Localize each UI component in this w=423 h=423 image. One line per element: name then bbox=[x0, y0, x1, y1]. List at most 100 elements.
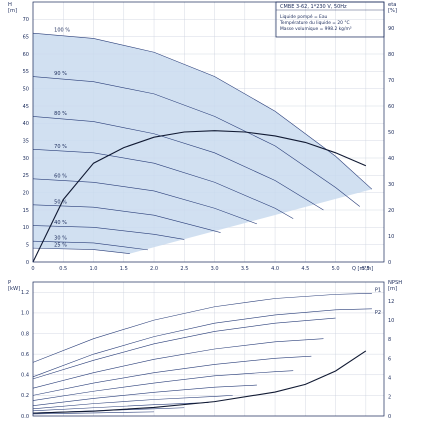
npsh-y-tick-label: 12 bbox=[388, 299, 394, 305]
head-y-axis-label: H bbox=[8, 2, 12, 8]
qh-curve-100pct bbox=[32, 32, 373, 190]
head-y-tick-label: 25 bbox=[23, 173, 29, 179]
qh-curve-label: 60 % bbox=[54, 173, 67, 179]
head-x-tick-label: 5.0 bbox=[332, 266, 340, 272]
qh-curve-80pct bbox=[32, 116, 324, 211]
npsh-axis-label: NPSH bbox=[388, 280, 402, 286]
power-curve-p1 bbox=[32, 293, 372, 363]
npsh-y-tick-label: 4 bbox=[388, 376, 391, 382]
qh-curve-40pct bbox=[32, 225, 185, 240]
head-y-tick-label: 20 bbox=[23, 190, 29, 196]
power-y-tick-label: 0.2 bbox=[21, 393, 29, 399]
head-y2-tick-label: 20 bbox=[388, 208, 394, 214]
qh-curve-90pct bbox=[32, 76, 360, 207]
efficiency-axis-unit: [%] bbox=[388, 8, 397, 14]
head-y-tick-label: 30 bbox=[23, 156, 29, 162]
qh-curve-label: 80 % bbox=[54, 111, 67, 117]
power-curve-p2 bbox=[32, 308, 372, 378]
annotation-density: Masse volumique = 998.2 kg/m³ bbox=[280, 26, 352, 32]
head-y-tick-label: 40 bbox=[23, 121, 29, 127]
qh-curve-label: 30 % bbox=[54, 236, 67, 242]
head-x-tick-label: 3.5 bbox=[241, 266, 249, 272]
npsh-y-tick-label: 0 bbox=[388, 414, 391, 420]
head-plot-frame bbox=[32, 1, 385, 263]
head-x-tick-label: 1.5 bbox=[120, 266, 128, 272]
power-plot-frame bbox=[32, 281, 385, 417]
head-x-tick-label: 3.0 bbox=[211, 266, 219, 272]
head-x-tick-label: 1.0 bbox=[90, 266, 98, 272]
qh-curve-70pct bbox=[32, 149, 294, 219]
head-y-tick-label: 50 bbox=[23, 86, 29, 92]
head-y-tick-label: 55 bbox=[23, 69, 29, 75]
power-curve bbox=[32, 402, 209, 412]
head-y-tick-label: 70 bbox=[23, 17, 29, 23]
operating-area bbox=[33, 33, 372, 254]
head-y2-tick-label: 40 bbox=[388, 156, 394, 162]
head-y2-tick-label: 10 bbox=[388, 234, 394, 240]
power-curve bbox=[32, 338, 324, 389]
head-x-tick-label: 0 bbox=[31, 266, 34, 272]
qh-curve-30pct bbox=[32, 240, 149, 251]
power-curve bbox=[32, 355, 312, 396]
power-curve bbox=[32, 384, 257, 406]
qh-curve-50pct bbox=[32, 204, 221, 233]
power-curve bbox=[32, 411, 155, 415]
npsh-y-tick-label: 6 bbox=[388, 356, 391, 362]
power-curve-label: P2 bbox=[375, 310, 381, 316]
head-y2-tick-label: 70 bbox=[388, 78, 394, 84]
npsh-y-tick-label: 8 bbox=[388, 337, 391, 343]
head-y2-tick-label: 50 bbox=[388, 130, 394, 136]
qh-curve-label: 70 % bbox=[54, 144, 67, 150]
flow-axis-label: Q [m³/h] bbox=[352, 266, 373, 272]
head-x-tick-label: 0.5 bbox=[59, 266, 67, 272]
head-x-tick-label: 5.5 bbox=[362, 266, 370, 272]
head-y2-tick-label: 80 bbox=[388, 52, 394, 58]
qh-curve-60pct bbox=[32, 178, 258, 225]
qh-curve-label: 40 % bbox=[54, 220, 67, 226]
power-y-axis-unit: [kW] bbox=[8, 286, 20, 292]
head-y-tick-label: 10 bbox=[23, 225, 29, 231]
head-y-tick-label: 0 bbox=[26, 260, 29, 266]
qh-curve-25pct bbox=[32, 247, 130, 254]
power-y-axis-label: P bbox=[8, 280, 11, 286]
npsh-curve bbox=[32, 350, 367, 414]
head-y-tick-label: 35 bbox=[23, 138, 29, 144]
power-y-tick-label: 0.4 bbox=[21, 373, 29, 379]
head-y-tick-label: 45 bbox=[23, 104, 29, 110]
annotation-temperature: Température du liquide = 20 °C bbox=[279, 19, 350, 26]
qh-curve-label: 50 % bbox=[54, 199, 67, 205]
head-y2-tick-label: 90 bbox=[388, 26, 394, 32]
efficiency-curve bbox=[32, 130, 367, 263]
power-curve bbox=[32, 370, 294, 401]
power-curve-label: P1 bbox=[375, 287, 381, 293]
head-y-tick-label: 5 bbox=[26, 242, 29, 248]
head-y-tick-label: 65 bbox=[23, 34, 29, 40]
head-x-tick-label: 2.5 bbox=[180, 266, 188, 272]
chart-title: CMBE 3-62, 1*230 V, 50Hz bbox=[280, 4, 347, 10]
head-x-tick-label: 4.5 bbox=[301, 266, 309, 272]
head-y2-tick-label: 60 bbox=[388, 104, 394, 110]
power-curve bbox=[32, 395, 233, 410]
qh-curve-label: 100 % bbox=[54, 28, 70, 34]
head-y-tick-label: 15 bbox=[23, 208, 29, 214]
npsh-y-tick-label: 2 bbox=[388, 395, 391, 401]
operating-conditions-box: CMBE 3-62, 1*230 V, 50Hz Liquide pompé =… bbox=[275, 1, 385, 38]
annotation-liquid: Liquide pompé = Eau bbox=[280, 13, 328, 20]
power-y-tick-label: 1.0 bbox=[21, 311, 29, 317]
power-y-tick-label: 1.2 bbox=[21, 290, 29, 296]
power-curve-panel: P1 P2 0.0 0.2 0.4 0.6 0.8 1.0 1.2 0 2 4 6 8 10 12 P[kW] N… bbox=[8, 280, 402, 420]
power-curve bbox=[32, 317, 336, 380]
head-y-axis-unit: [m] bbox=[8, 8, 17, 14]
efficiency-axis-label: eta bbox=[388, 2, 396, 8]
qh-curve-label: 25 % bbox=[54, 243, 67, 249]
npsh-y-tick-label: 10 bbox=[388, 318, 394, 324]
head-y-tick-label: 60 bbox=[23, 52, 29, 58]
head-x-tick-label: 4.0 bbox=[271, 266, 279, 272]
head-x-tick-label: 2.0 bbox=[150, 266, 158, 272]
power-y-tick-label: 0.8 bbox=[21, 331, 29, 337]
head-y2-tick-label: 0 bbox=[388, 260, 391, 266]
npsh-axis-unit: [m] bbox=[388, 286, 397, 292]
head-y2-tick-label: 30 bbox=[388, 182, 394, 188]
head-curve-panel: 100 % 90 % 80 % 70 % 60 % 50 % 40 % 30 %25 % 0 0.… bbox=[8, 1, 397, 272]
